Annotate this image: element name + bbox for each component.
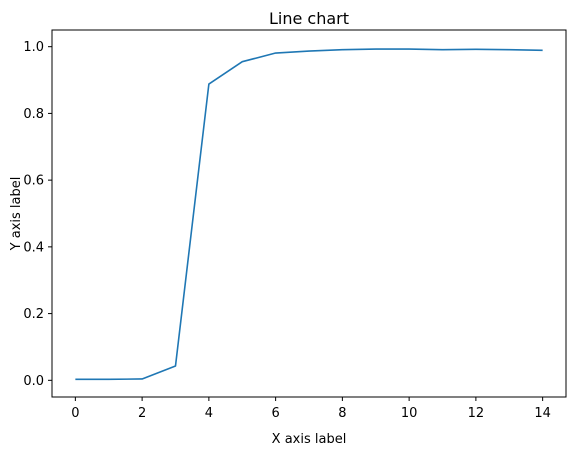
x-axis: 0 2 4 6 8 10 12 14 [71, 397, 551, 421]
y-tick-label: 0.4 [23, 240, 44, 255]
y-tick-label: 0.2 [23, 307, 44, 322]
x-tick-label: 6 [271, 406, 279, 421]
x-tick-label: 2 [138, 406, 146, 421]
x-tick-label: 8 [338, 406, 346, 421]
x-tick-label: 10 [401, 406, 418, 421]
series-line-0 [75, 48, 543, 381]
y-tick-label: 0.0 [23, 374, 44, 389]
plot-area [75, 48, 543, 381]
chart-title: Line chart [269, 9, 349, 28]
x-tick-label: 12 [468, 406, 485, 421]
x-axis-label: X axis label [272, 432, 347, 447]
plot-frame [51, 29, 567, 398]
y-tick-label: 1.0 [23, 40, 44, 55]
y-tick-label: 0.8 [23, 107, 44, 122]
x-tick-label: 4 [205, 406, 213, 421]
y-tick-label: 0.6 [23, 174, 44, 189]
y-axis: 0.0 0.2 0.4 0.6 0.8 1.0 [23, 40, 52, 389]
y-axis-label: Y axis label [9, 177, 24, 252]
x-tick-label: 0 [71, 406, 79, 421]
x-tick-label: 14 [534, 406, 551, 421]
